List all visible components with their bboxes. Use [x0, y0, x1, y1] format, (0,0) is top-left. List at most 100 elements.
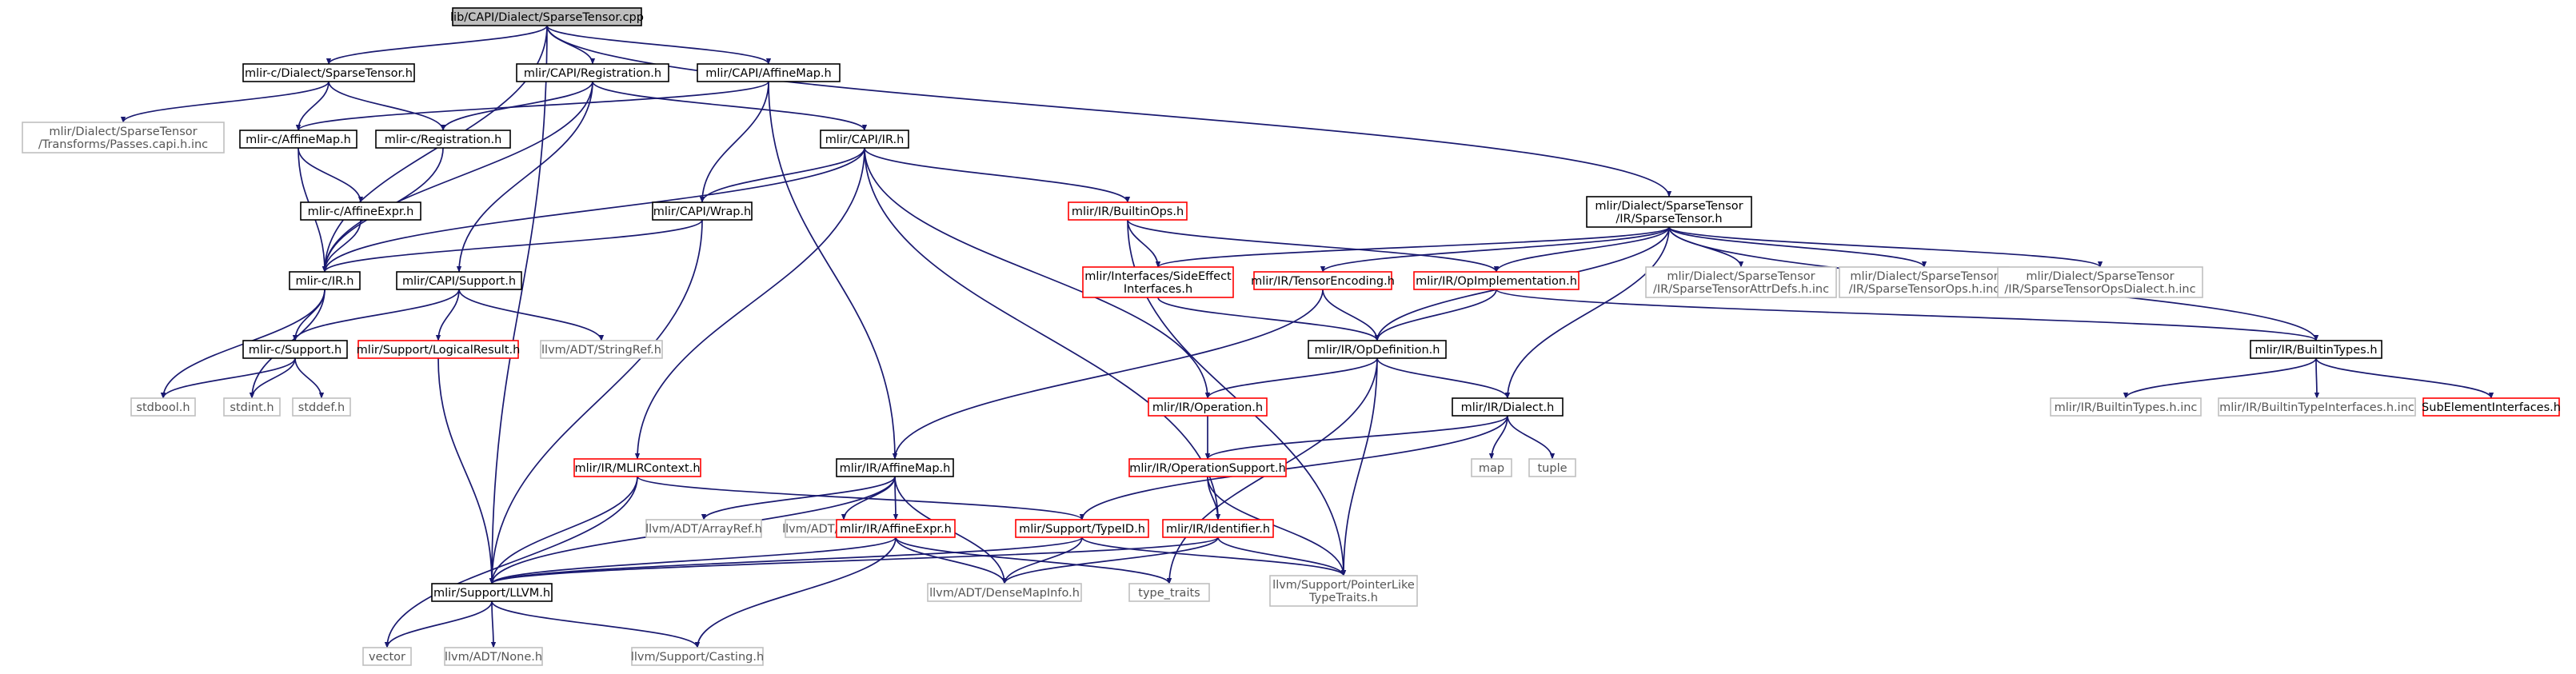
edge-builtintypes-to-builtintypeifaces_inc	[2314, 357, 2320, 399]
node-label: mlir/IR/OperationSupport.h	[1129, 462, 1286, 475]
node-c-registration[interactable]: mlir-c/Registration.h	[375, 130, 511, 149]
node-densemapinfo: llvm/ADT/DenseMapInfo.h	[927, 583, 1082, 602]
node-operation[interactable]: mlir/IR/Operation.h	[1148, 397, 1268, 417]
edge-builtinops-to-opimpl	[1127, 219, 1500, 273]
node-label: mlir/IR/TensorEncoding.h	[1251, 275, 1395, 288]
node-label: mlir/Interfaces/SideEffect	[1084, 270, 1232, 283]
edge-dialect_st-to-ops_inc	[1668, 226, 1927, 268]
node-label: mlir/Dialect/SparseTensor	[1667, 270, 1815, 283]
node-label: mlir/Dialect/SparseTensor	[2026, 270, 2174, 283]
edge-opdefinition-to-dialect	[1376, 357, 1511, 399]
node-stdint: stdint.h	[223, 397, 281, 417]
node-builtintypes[interactable]: mlir/IR/BuiltinTypes.h	[2250, 340, 2382, 359]
node-opimpl[interactable]: mlir/IR/OpImplementation.h	[1413, 271, 1580, 290]
edge-dialect-to-map	[1488, 415, 1508, 460]
node-label: map	[1479, 462, 1504, 475]
edge-capi_support-to-logicalresult	[435, 289, 460, 341]
node-capi-ir[interactable]: mlir/CAPI/IR.h	[820, 130, 909, 149]
edge-opimpl-to-builtintypes	[1496, 289, 2318, 341]
edge-opdefinition-to-operation	[1204, 357, 1378, 399]
node-identifier[interactable]: mlir/IR/Identifier.h	[1162, 519, 1274, 538]
graph-nodes: lib/CAPI/Dialect/SparseTensor.cpp mlir-c/…	[22, 7, 2561, 666]
edge-root-to-llvm_h	[489, 25, 548, 584]
edge-capi_ir-to-builtinops	[864, 147, 1131, 203]
node-opsdialect-inc: mlir/Dialect/SparseTensor/IR/SparseTenso…	[1997, 266, 2203, 298]
edge-capi_registration-to-c_registration	[440, 81, 593, 131]
edge-c_support-to-stddef	[294, 357, 325, 399]
node-label: mlir/CAPI/Wrap.h	[653, 205, 752, 218]
node-llvm-h[interactable]: mlir/Support/LLVM.h	[431, 583, 553, 602]
node-subelementifaces[interactable]: SubElementInterfaces.h	[2422, 397, 2561, 417]
graph-edges	[120, 25, 2494, 648]
node-typeid[interactable]: mlir/Support/TypeID.h	[1015, 519, 1149, 538]
edge-capi_support-to-stringref	[458, 289, 605, 341]
node-affinemap-ir[interactable]: mlir/IR/AffineMap.h	[836, 458, 954, 477]
node-affineexpr-ir[interactable]: mlir/IR/AffineExpr.h	[836, 519, 956, 538]
edge-mlircontext-to-llvm_h	[489, 476, 638, 584]
node-label: mlir/IR/Identifier.h	[1166, 523, 1270, 536]
node-root[interactable]: lib/CAPI/Dialect/SparseTensor.cpp	[450, 7, 644, 26]
node-mlircontext[interactable]: mlir/IR/MLIRContext.h	[573, 458, 701, 477]
edge-c_affineexpr-to-c_ir	[322, 219, 361, 273]
edge-capi_registration-to-c_ir	[322, 81, 593, 273]
edge-c_ir-to-c_support	[292, 289, 325, 341]
node-capi-support[interactable]: mlir/CAPI/Support.h	[396, 271, 522, 290]
node-tensorencoding[interactable]: mlir/IR/TensorEncoding.h	[1251, 271, 1395, 290]
node-capi-registration[interactable]: mlir/CAPI/Registration.h	[516, 63, 669, 82]
node-stddef: stddef.h	[292, 397, 351, 417]
node-type-traits: type_traits	[1128, 583, 1210, 602]
node-tuple: tuple	[1528, 458, 1576, 477]
node-opsupport[interactable]: mlir/IR/OperationSupport.h	[1128, 458, 1287, 477]
edge-c_affinemap-to-c_affineexpr	[298, 147, 364, 203]
node-label: mlir/CAPI/Registration.h	[524, 67, 661, 80]
node-c-ir[interactable]: mlir-c/IR.h	[289, 271, 361, 290]
node-label: mlir/Support/TypeID.h	[1019, 523, 1145, 536]
edge-builtintypes-to-subelementifaces	[2315, 357, 2494, 399]
node-label: stdint.h	[230, 401, 274, 414]
node-dialect-st[interactable]: mlir/Dialect/SparseTensor/IR/SparseTenso…	[1586, 196, 1752, 228]
edge-root-to-capi_registration	[546, 25, 596, 65]
node-label: Interfaces.h	[1124, 283, 1192, 296]
edge-affineexpr_ir-to-casting	[694, 536, 897, 648]
node-label: mlir/IR/BuiltinTypes.h	[2254, 344, 2377, 357]
edge-capi_registration-to-capi_ir	[592, 81, 868, 131]
node-label: mlir/IR/OpDefinition.h	[1315, 344, 1440, 357]
edge-capi_ir-to-capi_wrap	[699, 147, 865, 203]
node-label: tuple	[1537, 462, 1567, 475]
edge-capi_ir-to-c_ir	[322, 147, 865, 273]
node-c-support[interactable]: mlir-c/Support.h	[242, 340, 348, 359]
node-label: /IR/SparseTensorAttrDefs.h.inc	[1653, 283, 1829, 296]
node-label: mlir/IR/OpImplementation.h	[1416, 275, 1577, 288]
node-builtinops[interactable]: mlir/IR/BuiltinOps.h	[1068, 201, 1188, 221]
node-c-affineexpr[interactable]: mlir-c/AffineExpr.h	[300, 201, 421, 221]
edge-tensorencoding-to-opdefinition	[1322, 289, 1380, 341]
edge-root-to-c_dialect_st	[325, 25, 548, 65]
node-capi-affinemap[interactable]: mlir/CAPI/AffineMap.h	[697, 63, 841, 82]
edge-typeid-to-llvm_h	[489, 536, 1083, 584]
edge-opsupport-to-pointerlike	[1207, 476, 1347, 576]
node-label: mlir-c/Support.h	[249, 344, 341, 357]
edge-capi_wrap-to-llvm_h	[489, 219, 703, 584]
edge-capi_ir-to-identifier	[864, 147, 1221, 520]
node-label: TypeTraits.h	[1308, 592, 1378, 604]
node-label: type_traits	[1138, 587, 1200, 600]
edge-capi_affinemap-to-capi_wrap	[699, 81, 769, 203]
edge-c_dialect_st-to-c_affinemap	[295, 81, 329, 131]
node-label: mlir/IR/MLIRContext.h	[574, 462, 700, 475]
node-c-dialect-st[interactable]: mlir-c/Dialect/SparseTensor.h	[242, 63, 415, 82]
node-opdefinition[interactable]: mlir/IR/OpDefinition.h	[1308, 340, 1447, 359]
node-label: llvm/ADT/StringRef.h	[541, 344, 661, 357]
edge-builtintypes-to-builtintypes_inc	[2123, 357, 2317, 399]
edge-capi_support-to-c_support	[292, 289, 460, 341]
node-capi-wrap[interactable]: mlir/CAPI/Wrap.h	[652, 201, 753, 221]
node-logicalresult[interactable]: mlir/Support/LogicalResult.h	[357, 340, 521, 359]
node-dialect[interactable]: mlir/IR/Dialect.h	[1452, 397, 1564, 417]
node-label: mlir/IR/Dialect.h	[1461, 401, 1555, 414]
node-label: mlir-c/AffineMap.h	[246, 134, 351, 146]
node-label: mlir/IR/AffineExpr.h	[840, 523, 952, 536]
node-c-affinemap[interactable]: mlir-c/AffineMap.h	[239, 130, 357, 149]
node-label: stdbool.h	[136, 401, 190, 414]
node-label: mlir/IR/Operation.h	[1152, 401, 1263, 414]
node-label: llvm/Support/Casting.h	[631, 651, 764, 664]
